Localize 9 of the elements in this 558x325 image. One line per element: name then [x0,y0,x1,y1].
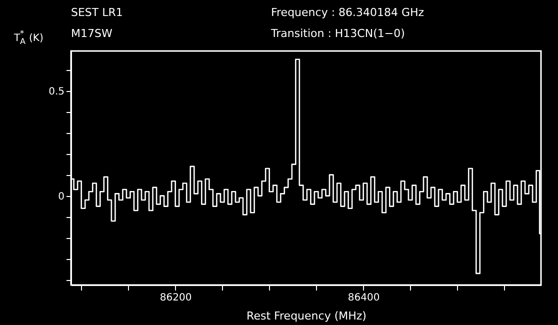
x-tick-label: 86400 [348,292,380,304]
text: Transition : H13CN(1−0) [270,27,405,40]
y-tick-label: 0 [58,191,64,202]
chart-title: SEST LR1 [71,6,123,19]
x-axis-title: Rest Frequency (MHz) [246,310,366,322]
y-tick-label: 0.5 [48,86,64,98]
x-tick-label: 86200 [160,292,192,304]
text: Frequency : 86.340184 GHz [271,6,424,19]
chart-subtitle: M17SW [71,27,112,40]
